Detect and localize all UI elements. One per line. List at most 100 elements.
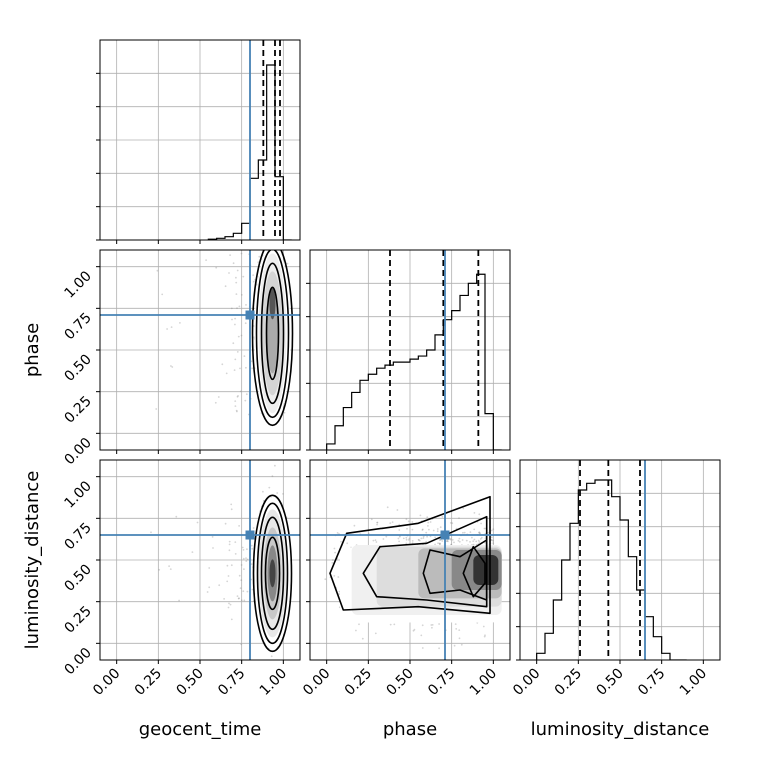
sample-point xyxy=(234,405,237,407)
sample-point xyxy=(372,539,375,542)
sample-point xyxy=(245,366,247,369)
sample-point xyxy=(211,536,214,538)
sample-point xyxy=(228,272,230,274)
sample-point xyxy=(236,307,238,310)
sample-point xyxy=(421,528,424,531)
sample-point xyxy=(257,261,260,264)
sample-point xyxy=(445,540,448,542)
sample-point xyxy=(251,547,254,550)
contour-line xyxy=(329,495,491,615)
x-tick-label: 0.25 xyxy=(342,666,375,699)
sample-point xyxy=(438,542,441,545)
sample-point xyxy=(276,492,279,494)
sample-point xyxy=(458,537,461,540)
sample-point xyxy=(238,305,241,308)
sample-point xyxy=(331,559,334,561)
sample-point xyxy=(267,664,269,666)
sample-point xyxy=(396,509,399,511)
sample-point xyxy=(421,647,424,649)
sample-point xyxy=(228,540,231,543)
sample-point xyxy=(229,603,232,606)
sample-point xyxy=(483,635,486,638)
sample-point xyxy=(225,372,228,375)
sample-point xyxy=(406,527,408,530)
sample-point xyxy=(240,252,243,255)
sample-point xyxy=(169,568,172,570)
sample-point xyxy=(480,522,482,525)
x-tick-label: 0.50 xyxy=(593,666,626,699)
sample-point xyxy=(243,599,246,602)
sample-point xyxy=(413,628,416,631)
sample-point xyxy=(462,531,464,534)
sample-point xyxy=(227,575,230,577)
sample-point xyxy=(239,367,241,370)
sample-point xyxy=(242,557,245,560)
sample-point xyxy=(412,629,415,632)
sample-point xyxy=(438,623,440,625)
sample-point xyxy=(333,547,336,550)
sample-point xyxy=(228,549,231,552)
sample-point xyxy=(206,591,209,593)
sample-point xyxy=(236,395,239,398)
sample-point xyxy=(242,549,245,551)
sample-point xyxy=(234,541,237,543)
sample-point xyxy=(270,655,273,658)
sample-point xyxy=(407,539,410,541)
truth-marker xyxy=(245,530,255,540)
sample-point xyxy=(205,259,208,261)
sample-point xyxy=(250,544,253,547)
sample-point xyxy=(221,363,224,366)
sample-point xyxy=(231,318,233,321)
histogram-phase xyxy=(310,250,510,450)
histogram-step-luminosity_distance xyxy=(536,479,687,660)
sample-point xyxy=(370,518,373,521)
sample-point xyxy=(449,538,452,541)
sample-point xyxy=(232,342,235,345)
y-tick-label: 0.00 xyxy=(61,645,94,678)
sample-point xyxy=(234,358,237,361)
sample-point xyxy=(217,396,220,398)
sample-point xyxy=(239,587,242,590)
sample-point xyxy=(386,506,389,509)
sample-point xyxy=(418,539,421,542)
sample-point xyxy=(449,522,452,524)
sample-point xyxy=(161,293,164,296)
sample-point xyxy=(251,367,254,370)
sample-point xyxy=(238,574,241,577)
sample-point xyxy=(449,537,452,540)
sample-point xyxy=(446,540,449,542)
sample-point xyxy=(271,475,274,478)
sample-point xyxy=(234,323,236,326)
sample-point xyxy=(214,401,217,404)
sample-point xyxy=(166,328,169,330)
sample-point xyxy=(235,409,238,412)
x-tick-label: 0.00 xyxy=(90,666,123,699)
x-tick-label: 0.25 xyxy=(132,666,165,699)
sample-point xyxy=(426,516,429,519)
sample-point xyxy=(405,538,408,541)
density-cell xyxy=(266,293,279,374)
contour-line xyxy=(255,250,290,419)
truth-marker xyxy=(440,530,450,540)
sample-point xyxy=(274,464,276,467)
sample-point xyxy=(492,539,494,542)
sample-point xyxy=(229,254,232,256)
x-tick-label: 0.75 xyxy=(215,666,248,699)
sample-point xyxy=(451,522,454,525)
contour-line xyxy=(422,539,488,601)
y-axis-label-luminosity_distance: luminosity_distance xyxy=(22,471,43,650)
y-tick-label: 0.00 xyxy=(61,435,94,468)
sample-point xyxy=(238,525,241,527)
sample-point xyxy=(393,623,396,626)
sample-point xyxy=(458,517,460,519)
sample-point xyxy=(411,521,414,523)
histogram-luminosity_distance xyxy=(520,460,720,660)
sample-point xyxy=(398,529,401,531)
sample-point xyxy=(324,578,327,581)
sample-point xyxy=(338,590,341,593)
sample-point xyxy=(439,542,441,545)
sample-point xyxy=(237,395,239,397)
y-tick-label: 0.25 xyxy=(61,603,94,636)
x-tick-label: 1.00 xyxy=(257,666,290,699)
sample-point xyxy=(240,564,243,566)
